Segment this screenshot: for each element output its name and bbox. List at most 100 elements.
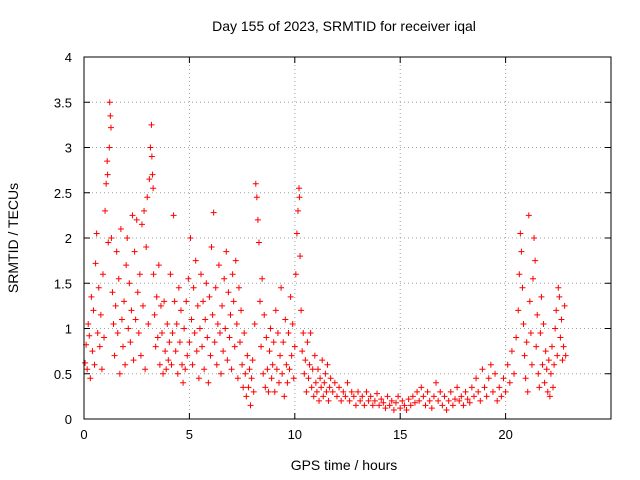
data-point: [439, 402, 446, 409]
data-point: [303, 388, 310, 395]
data-point: [119, 343, 126, 350]
data-point: [192, 257, 199, 264]
data-point: [447, 388, 454, 395]
data-point: [551, 361, 558, 368]
data-point: [424, 388, 431, 395]
data-point: [249, 357, 256, 364]
data-point: [262, 384, 269, 391]
data-point: [409, 393, 416, 400]
data-point: [215, 262, 222, 269]
data-point: [98, 366, 105, 373]
data-point: [502, 388, 509, 395]
data-point: [104, 158, 111, 165]
data-point: [103, 180, 110, 187]
data-point: [321, 379, 328, 386]
data-point: [141, 207, 148, 214]
data-point: [240, 384, 247, 391]
y-tick-label: 3: [65, 141, 72, 156]
x-tick-label: 0: [80, 427, 87, 442]
data-point: [411, 399, 418, 406]
data-point: [494, 397, 501, 404]
data-point: [226, 334, 233, 341]
data-point: [153, 293, 160, 300]
data-point: [541, 379, 548, 386]
data-point: [326, 384, 333, 391]
data-point: [323, 388, 330, 395]
data-point: [325, 397, 332, 404]
data-point: [95, 284, 102, 291]
data-point: [242, 370, 249, 377]
data-point: [525, 212, 532, 219]
data-point: [524, 388, 531, 395]
y-axis-label: SRMTID / TECUs: [5, 183, 21, 293]
data-point: [454, 384, 461, 391]
data-point: [312, 379, 319, 386]
data-point: [174, 370, 181, 377]
data-point: [131, 248, 138, 255]
data-point: [258, 343, 265, 350]
data-point: [157, 302, 164, 309]
data-point: [539, 361, 546, 368]
data-point: [496, 384, 503, 391]
data-point: [199, 343, 206, 350]
data-point: [441, 393, 448, 400]
data-point: [123, 262, 130, 269]
data-point: [245, 384, 252, 391]
data-point: [150, 185, 157, 192]
data-point: [230, 298, 237, 305]
data-point: [331, 379, 338, 386]
data-point: [102, 207, 109, 214]
data-point: [492, 370, 499, 377]
data-point: [508, 348, 515, 355]
data-point: [462, 388, 469, 395]
data-point: [316, 397, 323, 404]
data-point: [435, 397, 442, 404]
data-point: [527, 330, 534, 337]
data-point: [228, 366, 235, 373]
data-point: [542, 348, 549, 355]
data-point: [147, 144, 154, 151]
data-point: [127, 339, 134, 346]
chart-title: Day 155 of 2023, SRMTID for receiver iqa…: [212, 18, 476, 34]
data-point: [107, 124, 114, 131]
data-point: [293, 230, 300, 237]
data-point: [290, 375, 297, 382]
data-point: [177, 307, 184, 314]
data-point: [105, 239, 112, 246]
data-point: [250, 388, 257, 395]
data-point: [308, 384, 315, 391]
data-point: [264, 366, 271, 373]
data-point: [225, 289, 232, 296]
data-point: [291, 343, 298, 350]
data-point: [485, 375, 492, 382]
data-point: [167, 271, 174, 278]
data-point: [521, 352, 528, 359]
data-point: [109, 289, 116, 296]
y-tick-label: 2.5: [54, 186, 72, 201]
data-point: [162, 348, 169, 355]
data-point: [148, 153, 155, 160]
data-point: [528, 361, 535, 368]
data-point: [126, 280, 133, 287]
data-point: [279, 370, 286, 377]
data-point: [311, 352, 318, 359]
data-point: [519, 284, 526, 291]
data-point: [180, 379, 187, 386]
data-point: [211, 339, 218, 346]
data-point: [247, 402, 254, 409]
data-point: [348, 388, 355, 395]
data-point: [235, 284, 242, 291]
data-point: [136, 271, 143, 278]
data-point: [118, 316, 125, 323]
data-point: [558, 316, 565, 323]
data-point: [163, 366, 170, 373]
data-point: [414, 388, 421, 395]
data-point: [115, 275, 122, 282]
data-point: [449, 402, 456, 409]
data-point: [536, 384, 543, 391]
data-point: [289, 320, 296, 327]
data-point: [294, 207, 301, 214]
data-point: [355, 388, 362, 395]
data-point: [132, 316, 139, 323]
data-point: [298, 307, 305, 314]
